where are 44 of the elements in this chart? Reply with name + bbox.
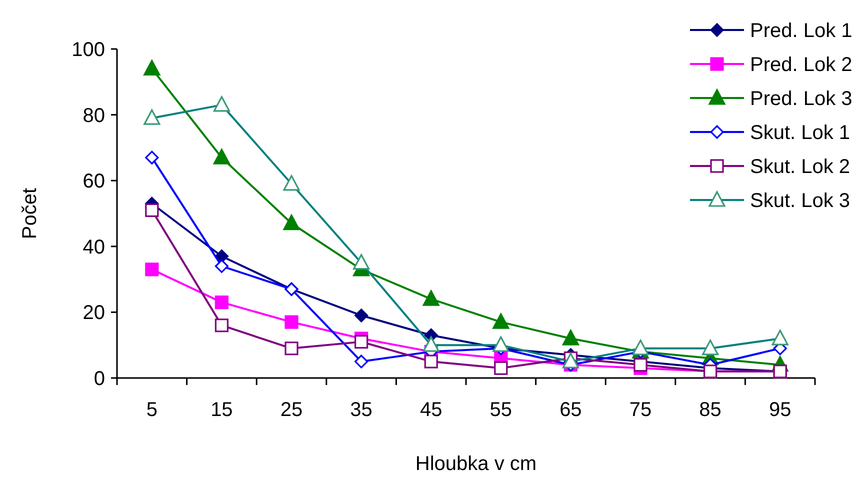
point: [354, 308, 368, 322]
point: [284, 315, 298, 329]
x-tick-label: 95: [768, 399, 792, 421]
point: [422, 290, 440, 306]
y-axis-title: Počet: [19, 187, 41, 240]
y-tick-label: 100: [72, 39, 105, 61]
point: [354, 335, 368, 349]
point: [283, 214, 300, 230]
x-tick-label: 75: [629, 399, 652, 421]
point: [562, 330, 579, 346]
point: [214, 296, 228, 310]
point: [354, 354, 368, 368]
legend-label: Pred. Lok 1: [750, 20, 852, 42]
point: [492, 313, 510, 329]
point: [214, 318, 228, 332]
y-tick-label: 0: [94, 368, 105, 390]
x-tick-label: 25: [280, 399, 303, 421]
x-tick-label: 15: [210, 399, 233, 421]
point: [145, 150, 159, 164]
point: [214, 259, 228, 273]
legend-label: Pred. Lok 2: [750, 54, 852, 76]
point: [145, 262, 159, 276]
point: [284, 342, 298, 356]
x-tick-label: 45: [420, 399, 442, 421]
point: [213, 148, 230, 164]
legend-label: Skut. Lok 2: [750, 156, 850, 178]
y-tick-label: 80: [82, 104, 105, 127]
legend-label: Skut. Lok 3: [750, 190, 850, 212]
point: [634, 358, 648, 372]
legend-label: Pred. Lok 3: [750, 88, 852, 110]
x-tick-label: 35: [350, 399, 372, 421]
point: [494, 361, 508, 375]
y-tick-label: 20: [82, 302, 105, 324]
legend-label: Skut. Lok 1: [750, 122, 850, 144]
x-tick-label: 55: [490, 399, 512, 421]
x-tick-label: 65: [560, 399, 582, 421]
x-tick-label: 85: [699, 399, 722, 421]
point: [144, 60, 160, 76]
y-tick-label: 40: [82, 236, 105, 258]
x-axis-title: Hloubka v cm: [415, 453, 537, 475]
point: [424, 354, 438, 368]
y-tick-label: 60: [82, 170, 105, 193]
x-tick-label: 5: [146, 399, 158, 421]
point: [145, 203, 159, 218]
